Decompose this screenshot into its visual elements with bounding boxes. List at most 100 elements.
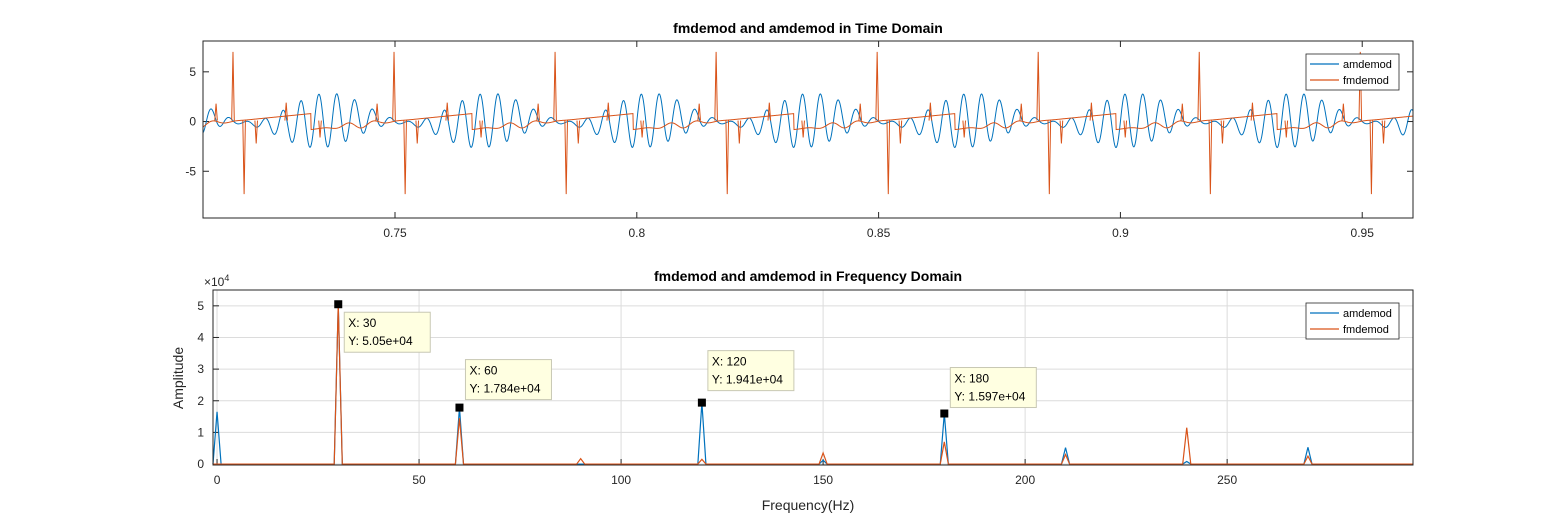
- time-fmdemod-spike: [553, 51, 557, 121]
- freq-y-exponent-base: ×10: [204, 275, 225, 289]
- time-fmdemod-spike: [214, 103, 218, 121]
- freq-legend-box: [1305, 302, 1400, 340]
- datatip-marker[interactable]: [940, 409, 949, 418]
- time-fmdemod-spike: [767, 102, 772, 121]
- freq-y-tick-label: 1: [197, 425, 204, 439]
- time-y-tick-label: -5: [185, 164, 196, 178]
- time-series-group: [202, 51, 1414, 195]
- time-fmdemod-spike: [858, 103, 863, 121]
- freq-x-tick-label: 200: [1015, 473, 1035, 487]
- freq-axes-box: [212, 289, 1414, 466]
- time-fmdemod-spike: [1358, 51, 1363, 121]
- time-fmdemod-spike: [640, 120, 644, 138]
- time-fmdemod-spike: [801, 120, 805, 138]
- datatip-box: [949, 367, 1037, 409]
- freq-x-tick-label: 0: [214, 473, 221, 487]
- time-fmdemod-spike: [1250, 102, 1255, 121]
- freq-legend-fmdemod-label: fmdemod: [1343, 324, 1389, 336]
- freq-y-tick-label: 0: [197, 457, 204, 471]
- freq-y-tick-label: 4: [197, 330, 204, 344]
- time-x-tick-label: 0.9: [1112, 226, 1129, 240]
- time-fmdemod-spike: [1197, 51, 1202, 121]
- time-fmdemod-spike: [875, 51, 879, 121]
- time-fmdemod-spike: [284, 102, 288, 121]
- time-fmdemod-spike: [725, 120, 730, 195]
- time-fmdemod-spike: [564, 120, 568, 195]
- time-fmdemod-spike: [536, 103, 540, 121]
- time-fmdemod-spike: [1047, 120, 1052, 195]
- datatip-x-label: X: 120: [712, 355, 747, 369]
- datatip-x-label: X: 180: [954, 372, 989, 386]
- time-fmdemod-spike: [576, 120, 581, 144]
- time-fmdemod-spike: [1369, 120, 1374, 195]
- datatip-y-label: Y: 5.05e+04: [348, 334, 413, 348]
- time-fmdemod-spike: [1089, 102, 1094, 121]
- time-legend-amdemod-label: amdemod: [1343, 59, 1392, 71]
- freq-y-axis-label: Amplitude: [170, 347, 186, 409]
- time-fmdemod-spike: [1341, 103, 1346, 121]
- time-fmdemod-spike: [1123, 120, 1128, 138]
- time-y-tick-label: 0: [189, 115, 196, 129]
- datatip-box: [464, 359, 552, 401]
- time-fmdemod-spike: [415, 120, 420, 144]
- datatip[interactable]: X: 30 Y: 5.05e+04: [334, 300, 431, 353]
- freq-x-tick-label: 50: [412, 473, 426, 487]
- time-fmdemod-spike: [1284, 120, 1289, 138]
- time-axes-box: [202, 40, 1414, 219]
- freq-series-group: [212, 304, 1414, 465]
- datatip[interactable]: X: 60 Y: 1.784e+04: [455, 359, 552, 412]
- freq-datatips: X: 30 Y: 5.05e+04 X: 60 Y: 1.784e+04 X: 120 Y…: [334, 300, 1037, 418]
- freq-legend-amdemod-label: amdemod: [1343, 308, 1392, 320]
- freq-y-tick-label: 5: [197, 299, 204, 313]
- freq-chart-title: fmdemod and amdemod in Frequency Domain: [654, 268, 962, 284]
- datatip[interactable]: X: 180 Y: 1.597e+04: [940, 367, 1037, 418]
- time-legend-fmdemod-label: fmdemod: [1343, 75, 1389, 87]
- datatip-box: [343, 311, 431, 353]
- datatip-box: [707, 350, 795, 392]
- time-fmdemod-spike: [886, 120, 891, 195]
- freq-series-fmdemod-line: [212, 304, 1414, 465]
- time-legend-box: [1305, 53, 1400, 91]
- freq-x-tick-label: 150: [813, 473, 833, 487]
- time-fmdemod-spike: [1180, 103, 1185, 121]
- time-fmdemod-spike: [392, 51, 396, 121]
- freq-x-axis-label: Frequency(Hz): [762, 497, 855, 513]
- time-x-tick-label: 0.85: [867, 226, 891, 240]
- time-chart-title: fmdemod and amdemod in Time Domain: [673, 20, 943, 36]
- time-ticks: 0.75 0.8 0.85 0.9 0.95 -5 0 5: [185, 41, 1413, 240]
- freq-y-tick-label: 2: [197, 394, 204, 408]
- time-fmdemod-spike: [1019, 103, 1024, 121]
- time-fmdemod-spike: [606, 102, 611, 121]
- time-legend[interactable]: amdemod fmdemod: [1305, 53, 1400, 91]
- datatip-marker[interactable]: [697, 398, 706, 407]
- time-fmdemod-spike: [403, 120, 407, 195]
- time-fmdemod-spike: [231, 51, 235, 121]
- freq-x-tick-label: 250: [1217, 473, 1237, 487]
- time-x-tick-label: 0.8: [628, 226, 645, 240]
- time-fmdemod-spike: [375, 103, 379, 121]
- time-fmdemod-spike: [254, 120, 258, 144]
- datatip-marker[interactable]: [334, 300, 343, 309]
- time-fmdemod-spike: [242, 120, 246, 195]
- datatip[interactable]: X: 120 Y: 1.941e+04: [697, 350, 795, 407]
- freq-x-tick-label: 100: [611, 473, 631, 487]
- time-fmdemod-spike: [445, 102, 450, 121]
- time-domain-panel: fmdemod and amdemod in Time Domain 0.75 0…: [185, 20, 1414, 240]
- time-fmdemod-spike: [1381, 120, 1386, 144]
- datatip-marker[interactable]: [455, 403, 464, 412]
- datatip-x-label: X: 30: [348, 316, 376, 330]
- time-fmdemod-spike: [714, 51, 718, 121]
- frequency-domain-panel: fmdemod and amdemod in Frequency Domain …: [170, 268, 1414, 513]
- time-fmdemod-spike: [928, 102, 933, 121]
- time-fmdemod-spike: [318, 120, 322, 138]
- time-x-tick-label: 0.95: [1351, 226, 1375, 240]
- time-fmdemod-spike: [898, 120, 903, 144]
- datatip-y-label: Y: 1.941e+04: [712, 373, 783, 387]
- datatip-y-label: Y: 1.784e+04: [469, 382, 540, 396]
- freq-ticks: 0 50 100 150 200 250 0 1 2 3 4 5: [197, 299, 1237, 487]
- time-fmdemod-spike: [697, 103, 701, 121]
- datatip-y-label: Y: 1.597e+04: [954, 390, 1025, 404]
- freq-legend[interactable]: amdemod fmdemod: [1305, 302, 1400, 340]
- time-x-tick-label: 0.75: [383, 226, 407, 240]
- time-fmdemod-spike: [737, 120, 742, 144]
